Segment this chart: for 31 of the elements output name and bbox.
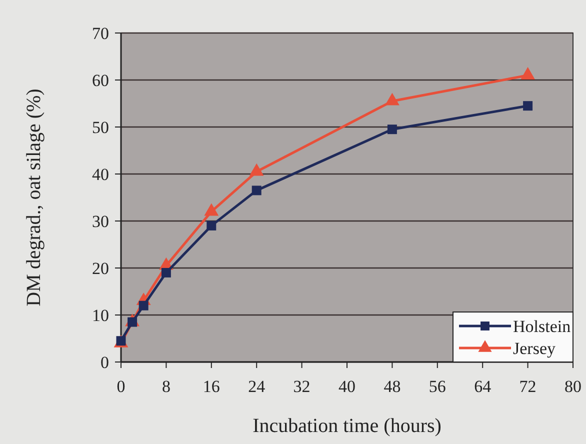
- x-tick-label: 64: [474, 377, 492, 396]
- point: [520, 66, 536, 80]
- x-tick-label: 48: [384, 377, 401, 396]
- x-tick-label: 56: [428, 377, 446, 396]
- point: [249, 163, 264, 176]
- y-tick-label: 70: [92, 24, 109, 43]
- x-tick-label: 80: [564, 377, 582, 396]
- legend-label: Holstein: [513, 317, 572, 336]
- y-tick-label: 0: [100, 353, 109, 372]
- point: [204, 203, 219, 216]
- x-tick-label: 32: [293, 377, 310, 396]
- point: [206, 220, 216, 230]
- x-tick-label: 0: [116, 377, 126, 396]
- y-tick-label: 30: [92, 212, 109, 231]
- point: [138, 300, 148, 310]
- x-tick-label: 16: [202, 377, 220, 396]
- x-tick-label: 72: [519, 377, 536, 396]
- y-axis-title: DM degrad., oat silage (%): [23, 88, 45, 306]
- x-tick-label: 24: [248, 377, 266, 396]
- y-tick-label: 20: [92, 259, 109, 278]
- y-tick-label: 10: [92, 306, 109, 325]
- y-tick-label: 40: [92, 165, 109, 184]
- x-tick-label: 40: [338, 377, 356, 396]
- y-tick-label: 60: [92, 71, 109, 90]
- x-tick-label: 8: [162, 377, 170, 396]
- point: [384, 92, 400, 106]
- point: [252, 186, 262, 196]
- legend-label: Jersey: [513, 339, 556, 358]
- y-tick-label: 50: [92, 118, 109, 137]
- point: [161, 268, 171, 278]
- x-axis-title: Incubation time (hours): [252, 415, 442, 437]
